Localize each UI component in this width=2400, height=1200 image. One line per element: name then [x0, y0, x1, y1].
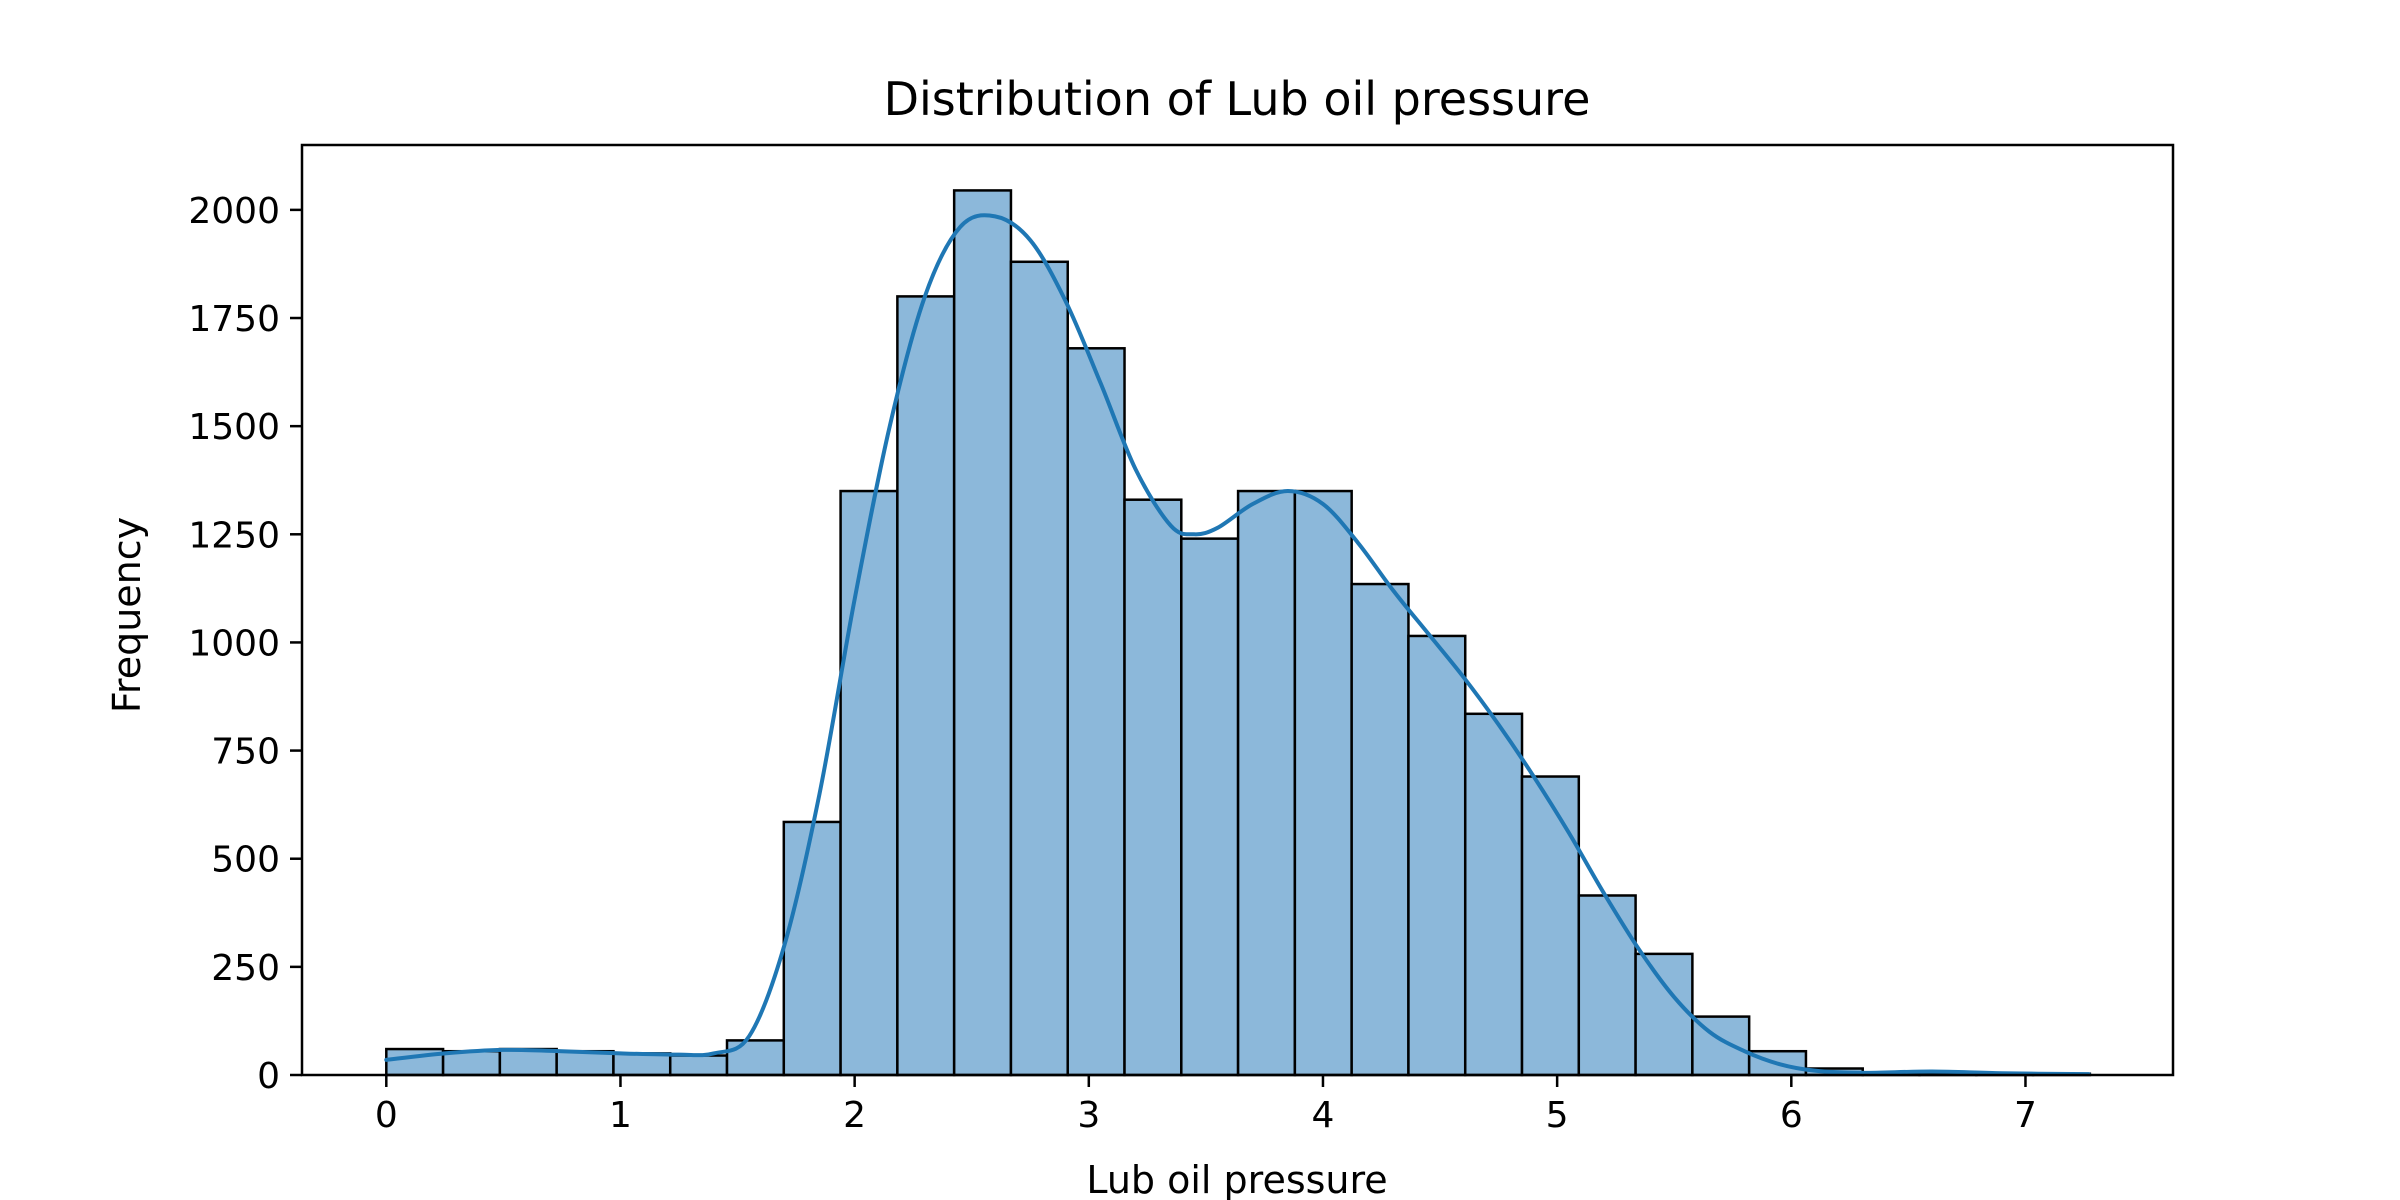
histogram-bar [1066, 347, 1126, 1077]
x-tick-label: 4 [1312, 1095, 1335, 1136]
histogram-bar [952, 189, 1013, 1077]
histogram-bar [839, 489, 899, 1077]
x-tick-label: 1 [609, 1095, 632, 1136]
y-axis-ticks: 0 250 500 750 1000 1250 1500 1750 2000 [188, 191, 302, 1097]
x-tick-label: 7 [2014, 1095, 2037, 1136]
histogram-bar [1463, 712, 1524, 1077]
x-tick-label: 2 [843, 1095, 866, 1136]
y-tick-label: 1000 [188, 623, 280, 664]
histogram-bar [1180, 537, 1240, 1077]
x-tick-label: 6 [1780, 1095, 1803, 1136]
x-tick-label: 0 [375, 1095, 398, 1136]
x-axis-label: Lub oil pressure [1086, 1158, 1387, 1200]
chart-title: Distribution of Lub oil pressure [884, 72, 1591, 126]
histogram-bar [1350, 582, 1410, 1077]
histogram-bar [668, 1054, 729, 1077]
y-axis-label: Frequency [105, 517, 149, 713]
plot-area-frame [300, 143, 2175, 1077]
histogram-bar [725, 1039, 786, 1077]
histogram-bar [1577, 894, 1637, 1077]
histogram-bars [385, 189, 2092, 1077]
x-tick-label: 3 [1077, 1095, 1100, 1136]
y-tick-label: 500 [211, 840, 280, 881]
histogram-bar [498, 1047, 558, 1077]
y-tick-label: 2000 [188, 191, 280, 232]
histogram-bar [612, 1052, 672, 1077]
x-axis-ticks: 0 1 2 3 4 5 6 7 [375, 1075, 2037, 1136]
histogram-bar [1123, 498, 1183, 1077]
histogram-bar [1293, 489, 1353, 1077]
x-tick-label: 5 [1546, 1095, 1569, 1136]
histogram-bar [1691, 1015, 1751, 1077]
y-tick-label: 750 [211, 732, 280, 773]
y-tick-label: 0 [257, 1056, 280, 1097]
histogram-bar [1407, 634, 1467, 1077]
histogram-bar [896, 295, 956, 1077]
histogram-bar [1009, 260, 1069, 1077]
histogram-bar [1634, 952, 1694, 1077]
y-tick-label: 1500 [188, 407, 280, 448]
y-tick-label: 250 [211, 948, 280, 989]
histogram-bar [782, 820, 842, 1077]
y-tick-label: 1250 [188, 515, 280, 556]
kde-line [384, 213, 2091, 1077]
histogram-bar [1236, 489, 1297, 1077]
y-tick-label: 1750 [188, 299, 280, 340]
histogram-bar [1520, 775, 1581, 1077]
kde-curve-group [384, 213, 2091, 1077]
